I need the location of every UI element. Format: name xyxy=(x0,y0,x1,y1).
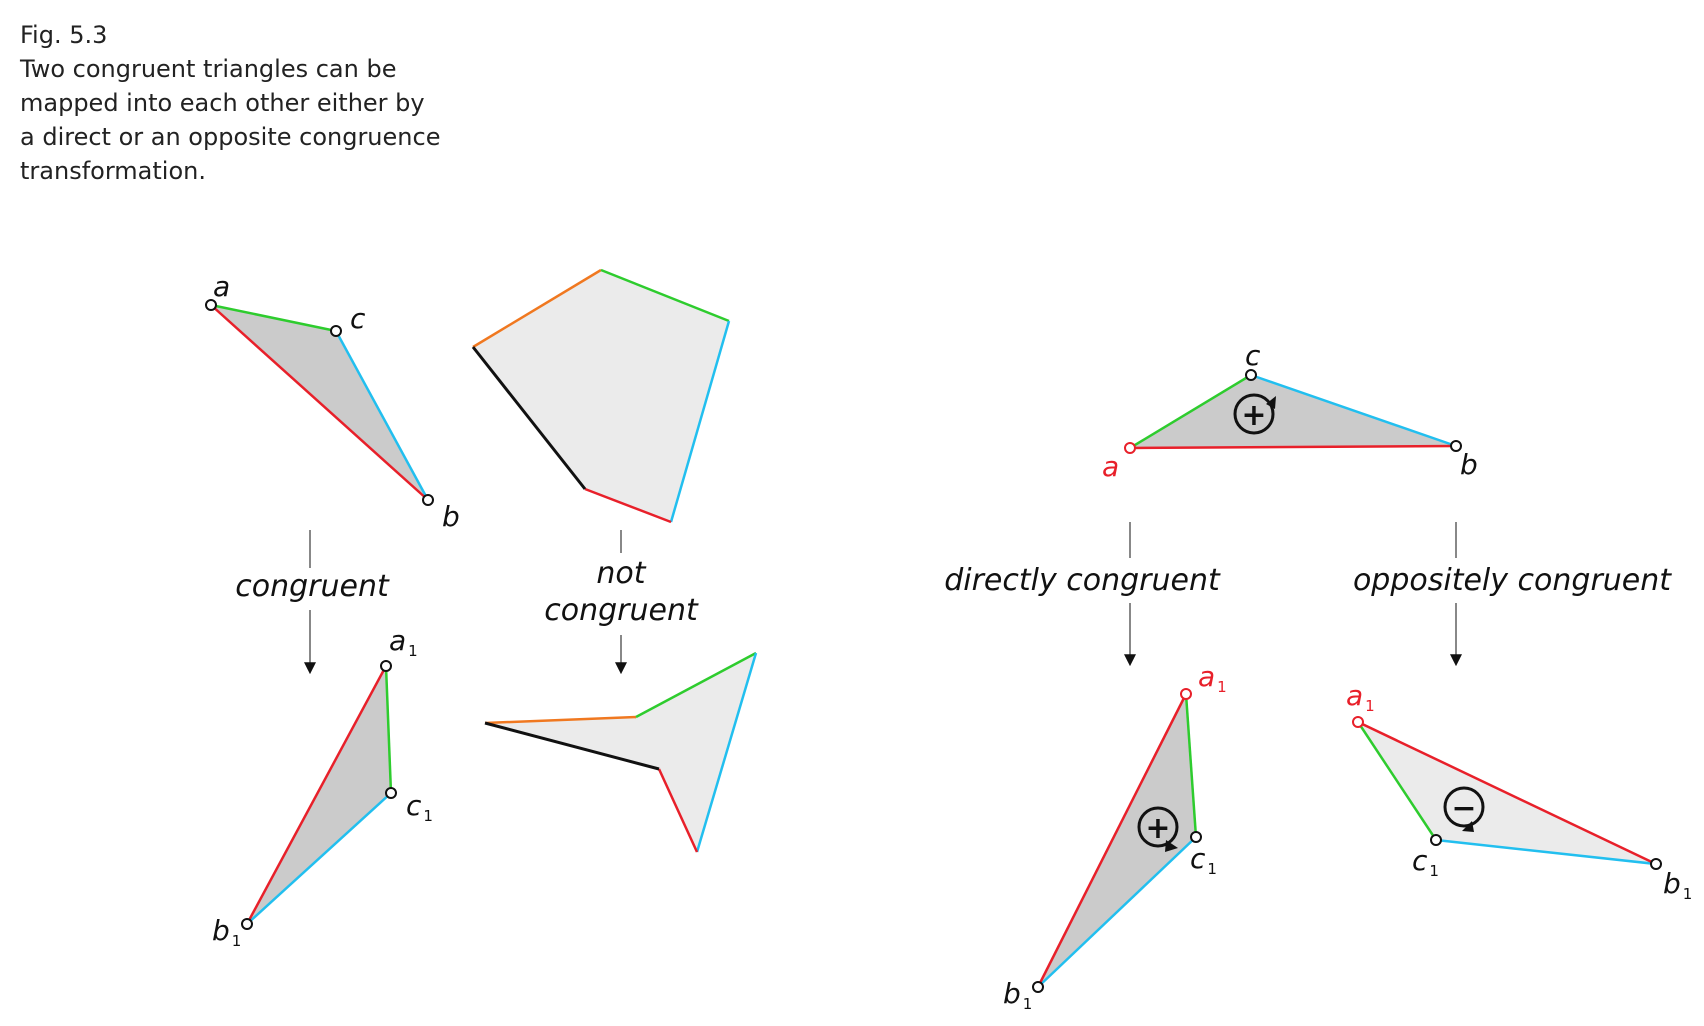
negative-orientation-icon: − xyxy=(1443,786,1485,832)
edge-c1b1 xyxy=(246,792,392,925)
vertex-c1-point xyxy=(1430,834,1442,846)
triangle-fill xyxy=(1038,694,1196,987)
concave-edge-orange xyxy=(484,715,637,725)
vertex-a1-point xyxy=(1180,688,1192,700)
figure-caption: Fig. 5.3 Two congruent triangles can be … xyxy=(20,18,500,188)
vertex-c-label: c xyxy=(350,302,366,335)
concave-edge-black xyxy=(484,721,660,771)
caption-line-1: Two congruent triangles can be xyxy=(20,55,397,83)
pentagon-edge-red xyxy=(584,487,672,524)
vertex-a-label: a xyxy=(1102,450,1119,483)
triangle-abc-right: a c b + xyxy=(1102,339,1478,483)
plus-sign: + xyxy=(1145,811,1170,846)
caption-line-2: mapped into each other either by xyxy=(20,89,425,117)
triangle-fill xyxy=(1130,375,1456,448)
edge-c1b1 xyxy=(1037,836,1197,988)
vertex-b-label: b xyxy=(1460,448,1478,481)
edge-a1b1 xyxy=(1036,693,1188,988)
pentagon-shape xyxy=(471,268,731,524)
directly-congruent-label: directly congruent xyxy=(944,563,1221,598)
positive-orientation-icon: + xyxy=(1137,806,1179,852)
concave-edge-green xyxy=(635,651,757,719)
vertex-c1-point xyxy=(385,787,397,799)
edge-ab xyxy=(1129,444,1457,450)
vertex-b-point xyxy=(1450,440,1462,452)
vertex-b1-point xyxy=(1032,981,1044,993)
vertex-a-point xyxy=(1124,442,1136,454)
edge-a1b1 xyxy=(1357,720,1657,866)
concave-edge-red xyxy=(657,768,699,853)
vertex-a1-point xyxy=(380,660,392,672)
pentagon-edge-blue xyxy=(669,320,731,523)
edge-a1c1 xyxy=(1184,693,1198,838)
edge-ac xyxy=(210,303,337,333)
vertex-b-label: b xyxy=(442,500,460,533)
figure-number: Fig. 5.3 xyxy=(20,21,108,49)
pentagon-fill xyxy=(473,270,729,522)
edge-c1b1 xyxy=(1435,838,1657,866)
pentagon-edge-black xyxy=(471,346,587,490)
positive-orientation-icon: + xyxy=(1233,393,1276,435)
congruent-label: congruent xyxy=(235,569,390,604)
caption-line-4: transformation. xyxy=(20,157,206,185)
edge-a1c1 xyxy=(1356,721,1438,841)
concave-edge-blue xyxy=(695,652,758,853)
not-congruent-label: congruent xyxy=(544,593,699,628)
vertex-b1-point xyxy=(241,918,253,930)
minus-sign: − xyxy=(1451,791,1476,826)
edge-cb xyxy=(334,330,430,501)
vertex-c-point xyxy=(1245,369,1257,381)
vertex-c1-point xyxy=(1190,831,1202,843)
edge-a1c1 xyxy=(384,665,393,794)
vertex-a-label: a xyxy=(213,270,230,303)
vertex-b1-point xyxy=(1650,858,1662,870)
edge-a1b1 xyxy=(245,665,388,925)
pentagon-edge-orange xyxy=(472,268,602,349)
oppositely-congruent-label: oppositely congruent xyxy=(1353,563,1672,598)
vertex-c-point xyxy=(330,325,342,337)
plus-sign: + xyxy=(1241,398,1266,433)
vertex-b-point xyxy=(422,494,434,506)
caption-line-3: a direct or an opposite congruence xyxy=(20,123,441,151)
vertex-a-point xyxy=(205,299,217,311)
edge-ac xyxy=(1129,373,1252,450)
vertex-a1-point xyxy=(1352,716,1364,728)
triangle-abc-left: a c b xyxy=(205,270,460,533)
edge-cb xyxy=(1250,373,1457,448)
edge-ab xyxy=(210,304,429,501)
vertex-c-label: c xyxy=(1245,339,1261,372)
not-label: not xyxy=(596,556,646,591)
concave-fill xyxy=(485,653,756,852)
concave-shape xyxy=(484,651,758,853)
pentagon-edge-green xyxy=(600,268,730,323)
